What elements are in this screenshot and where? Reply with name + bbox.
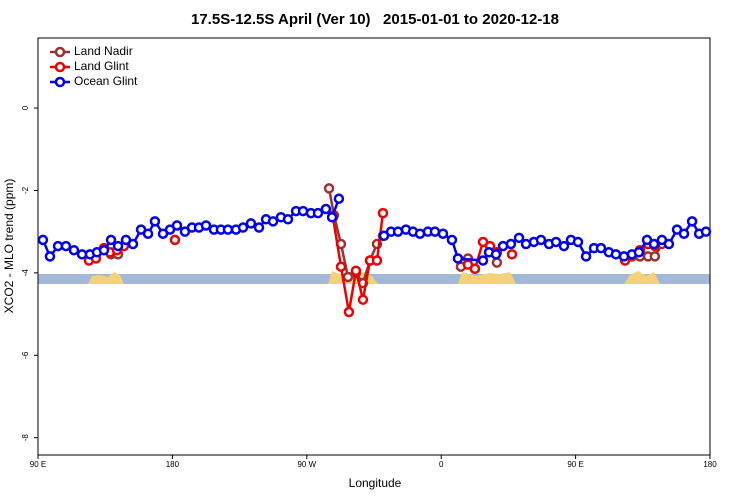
legend-label: Land Glint bbox=[74, 59, 129, 73]
data-point bbox=[663, 238, 675, 250]
data-point bbox=[490, 249, 502, 260]
data-point bbox=[535, 234, 547, 246]
data-point bbox=[60, 240, 72, 252]
data-point bbox=[595, 242, 607, 254]
chart-title: 17.5S-12.5S April (Ver 10) 2015-01-01 to… bbox=[191, 11, 559, 28]
data-point bbox=[68, 244, 80, 256]
data-point bbox=[437, 228, 449, 239]
data-point bbox=[550, 236, 562, 248]
data-point bbox=[446, 234, 458, 246]
data-point bbox=[267, 216, 279, 227]
x-tick-label: 180 bbox=[166, 460, 180, 469]
data-point bbox=[312, 207, 324, 219]
x-tick-label: 90 W bbox=[297, 460, 316, 469]
data-point bbox=[377, 207, 389, 219]
y-axis-label: XCO2 - MLO trend (ppm) bbox=[2, 179, 16, 314]
data-point bbox=[200, 220, 212, 231]
data-point bbox=[245, 218, 257, 229]
x-tick-label: 90 E bbox=[30, 460, 46, 469]
legend-label: Ocean Glint bbox=[74, 74, 138, 88]
y-tick-label: -8 bbox=[21, 434, 30, 442]
plot-frame bbox=[37, 37, 711, 456]
legend-marker bbox=[54, 61, 66, 73]
data-point bbox=[469, 263, 481, 275]
data-point bbox=[371, 255, 383, 266]
legend-label: Land Nadir bbox=[74, 44, 133, 58]
data-point bbox=[343, 306, 355, 318]
data-point bbox=[580, 251, 592, 262]
data-point bbox=[169, 234, 181, 246]
data-point bbox=[149, 216, 161, 227]
data-point bbox=[222, 224, 234, 235]
data-point bbox=[37, 234, 49, 246]
x-axis-label: Longitude bbox=[349, 476, 402, 490]
data-point bbox=[678, 228, 690, 239]
x-tick-label: 90 E bbox=[567, 460, 583, 469]
data-point bbox=[700, 226, 712, 237]
data-point bbox=[452, 253, 464, 264]
data-point bbox=[326, 211, 338, 223]
data-point bbox=[558, 240, 570, 252]
data-point bbox=[105, 234, 117, 246]
data-point bbox=[253, 222, 265, 233]
land-mask-strip bbox=[38, 271, 710, 284]
data-point bbox=[323, 183, 335, 194]
y-tick-label: 0 bbox=[21, 105, 30, 110]
data-point bbox=[237, 222, 249, 233]
x-tick-label: 0 bbox=[439, 460, 444, 469]
legend-marker bbox=[54, 76, 66, 88]
data-point bbox=[44, 251, 56, 262]
data-point bbox=[491, 257, 503, 268]
data-point bbox=[572, 236, 584, 248]
data-point bbox=[429, 226, 441, 237]
data-point bbox=[333, 193, 345, 204]
data-point bbox=[649, 251, 661, 262]
legend-marker bbox=[54, 46, 66, 58]
y-tick-label: -6 bbox=[21, 351, 30, 359]
data-point bbox=[127, 238, 139, 250]
data-point bbox=[610, 249, 622, 260]
data-point bbox=[112, 240, 124, 252]
data-point bbox=[506, 249, 518, 260]
data-point bbox=[350, 265, 362, 277]
data-point bbox=[142, 228, 154, 239]
data-point bbox=[686, 216, 698, 227]
x-tick-label: 180 bbox=[703, 460, 717, 469]
data-point bbox=[648, 238, 660, 250]
data-point bbox=[505, 238, 517, 250]
data-point bbox=[282, 214, 294, 225]
data-point bbox=[320, 203, 332, 215]
y-tick-label: -4 bbox=[21, 269, 30, 277]
data-point bbox=[357, 294, 369, 305]
y-tick-label: -2 bbox=[21, 186, 30, 194]
data-point bbox=[98, 244, 110, 256]
data-point bbox=[633, 247, 645, 258]
data-point bbox=[335, 261, 347, 272]
data-point bbox=[171, 220, 183, 231]
data-point bbox=[513, 232, 525, 244]
data-point bbox=[342, 271, 354, 283]
data-point bbox=[477, 255, 489, 266]
